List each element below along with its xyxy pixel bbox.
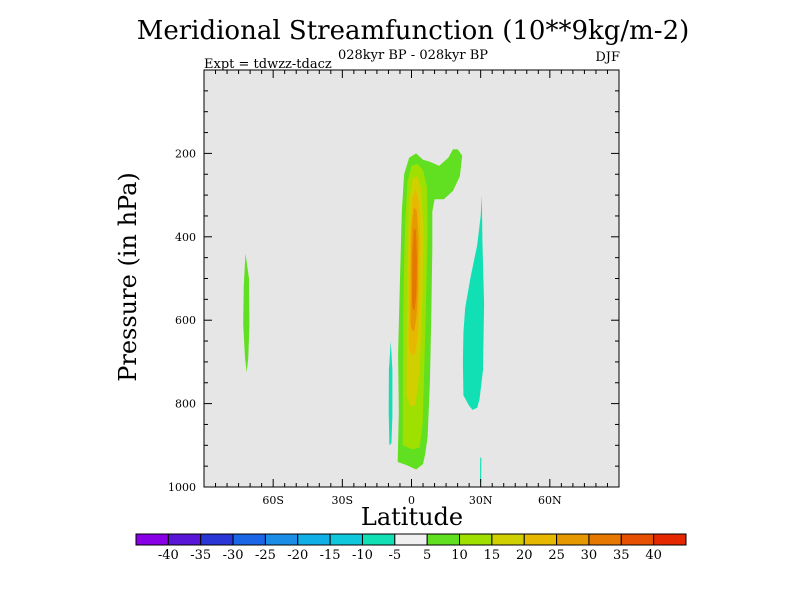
colorbar-label: 5 — [423, 548, 431, 563]
contour-region-6-1 — [462, 195, 485, 410]
x-tick-label: 60N — [538, 494, 562, 507]
colorbar-label: 20 — [516, 548, 533, 563]
chart-title: Meridional Streamfunction (10**9kg/m-2) — [136, 16, 690, 46]
colorbar-label: -15 — [320, 548, 341, 563]
contour-region-6-0 — [480, 457, 482, 483]
x-tick-label: 30S — [332, 494, 354, 507]
colorbar-label: 40 — [645, 548, 662, 563]
colorbar-swatch — [653, 533, 687, 546]
colorbar-swatch — [556, 533, 590, 546]
colorbar-label: -40 — [158, 548, 179, 563]
colorbar-label: -30 — [223, 548, 244, 563]
colorbar-swatch — [491, 533, 525, 546]
y-axis: 200 400 600 800 1000 — [168, 69, 619, 494]
contour-fills — [243, 149, 485, 483]
x-tick-label: 30N — [469, 494, 493, 507]
colorbar-swatch — [135, 533, 169, 546]
colorbar-label: 15 — [484, 548, 501, 563]
contour-region-6-2 — [388, 341, 393, 446]
y-tick-label: 200 — [175, 147, 196, 160]
colorbar-swatch — [394, 533, 428, 546]
y-tick-label: 600 — [175, 314, 196, 327]
chart-subtitle: 028kyr BP - 028kyr BP — [337, 48, 489, 63]
colorbar-swatch — [459, 533, 493, 546]
colorbar-swatch — [297, 533, 331, 546]
colorbar-label: 35 — [613, 548, 630, 563]
colorbar-swatch — [167, 533, 202, 546]
experiment-label: Expt = tdwzz-tdacz — [204, 57, 332, 72]
colorbar-swatch — [200, 533, 234, 546]
y-tick-label: 400 — [175, 231, 196, 244]
colorbar-label: -20 — [287, 548, 308, 563]
colorbar-label: 25 — [548, 548, 565, 563]
colorbar-swatch — [329, 533, 363, 546]
y-tick-label: 1000 — [168, 481, 196, 494]
colorbar-swatch — [620, 533, 655, 546]
colorbar-label: 30 — [581, 548, 598, 563]
colorbar-swatch — [426, 533, 461, 546]
colorbar-swatch — [361, 533, 396, 546]
colorbar-label: -35 — [190, 548, 211, 563]
colorbar-swatch — [523, 533, 558, 546]
contour-region-0-1 — [243, 253, 250, 373]
colorbar-label: -10 — [352, 548, 373, 563]
contour-region-5-0 — [412, 228, 417, 310]
colorbar-label: -5 — [388, 548, 401, 563]
x-tick-label: 0 — [408, 494, 415, 507]
season-label: DJF — [595, 50, 620, 65]
y-tick-label: 800 — [175, 398, 196, 411]
colorbar-swatch — [588, 533, 622, 546]
colorbar: -40 -35 -30 -25 -20 -15 -10 -5 5 10 15 20 25 30 35 40 — [135, 533, 687, 563]
x-axis: 60S 30S 0 30N 60N — [203, 70, 620, 507]
colorbar-label: -25 — [255, 548, 276, 563]
colorbar-swatch — [264, 533, 299, 546]
colorbar-label: 10 — [451, 548, 468, 563]
x-tick-label: 60S — [262, 494, 284, 507]
x-axis-label: Latitude — [360, 503, 464, 531]
colorbar-swatch — [232, 533, 266, 546]
